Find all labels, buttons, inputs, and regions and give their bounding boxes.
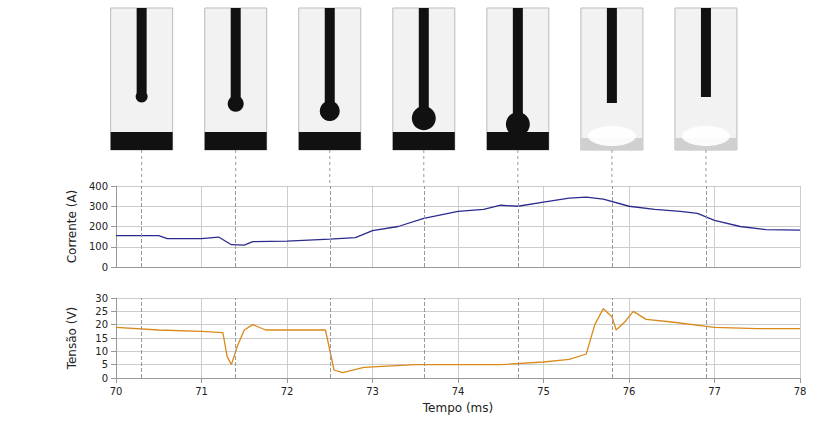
svg-text:25: 25 <box>95 306 108 317</box>
svg-text:300: 300 <box>89 201 108 212</box>
svg-text:75: 75 <box>537 386 550 397</box>
svg-text:30: 30 <box>95 293 108 304</box>
svg-text:Tensão (V): Tensão (V) <box>65 307 79 371</box>
svg-text:70: 70 <box>110 386 123 397</box>
svg-text:100: 100 <box>89 241 108 252</box>
svg-text:10: 10 <box>95 346 108 357</box>
svg-text:20: 20 <box>95 319 108 330</box>
svg-text:0: 0 <box>102 262 108 273</box>
svg-text:74: 74 <box>452 386 465 397</box>
svg-text:Tempo (ms): Tempo (ms) <box>422 401 493 415</box>
svg-text:71: 71 <box>195 386 208 397</box>
svg-text:77: 77 <box>708 386 721 397</box>
svg-text:15: 15 <box>95 333 108 344</box>
svg-text:200: 200 <box>89 221 108 232</box>
svg-text:76: 76 <box>623 386 636 397</box>
svg-text:72: 72 <box>281 386 294 397</box>
svg-text:78: 78 <box>794 386 807 397</box>
svg-text:Corrente (A): Corrente (A) <box>65 190 79 264</box>
svg-text:0: 0 <box>102 373 108 384</box>
svg-text:5: 5 <box>102 359 108 370</box>
svg-text:400: 400 <box>89 181 108 192</box>
svg-text:73: 73 <box>366 386 379 397</box>
